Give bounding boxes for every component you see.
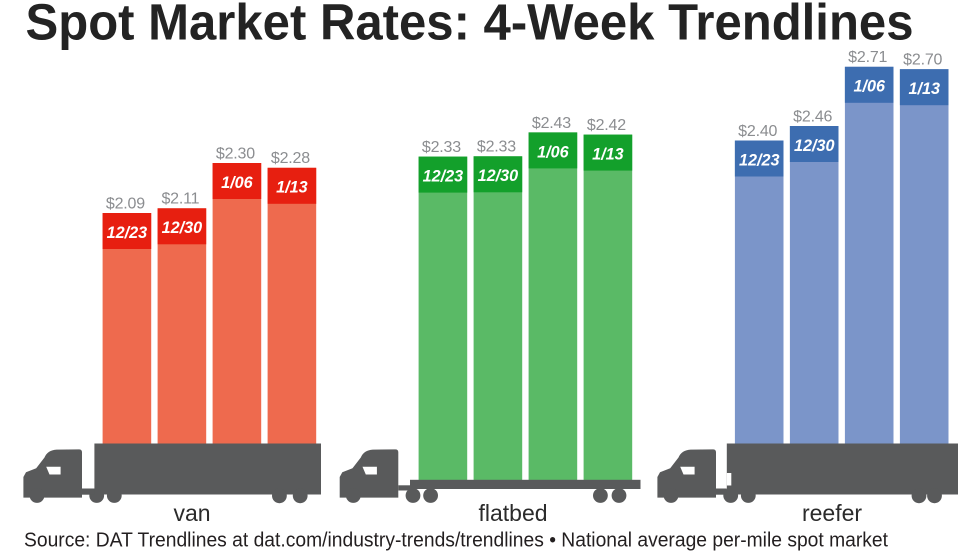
svg-text:1/13: 1/13 [908, 80, 940, 98]
svg-text:flatbed: flatbed [478, 500, 547, 526]
svg-text:$2.40: $2.40 [738, 123, 777, 140]
svg-text:$2.43: $2.43 [532, 115, 571, 132]
svg-text:12/30: 12/30 [794, 137, 835, 155]
svg-text:Spot Market Rates: 4-Week Tren: Spot Market Rates: 4-Week Trendlines [26, 0, 914, 51]
svg-text:reefer: reefer [802, 500, 862, 526]
svg-text:$2.71: $2.71 [848, 49, 887, 66]
svg-text:$2.11: $2.11 [161, 191, 199, 208]
svg-text:$2.28: $2.28 [271, 150, 310, 167]
svg-text:$2.42: $2.42 [587, 117, 626, 134]
svg-text:12/23: 12/23 [739, 151, 780, 169]
svg-text:1/13: 1/13 [276, 179, 308, 197]
svg-text:$2.70: $2.70 [903, 52, 942, 69]
svg-text:$2.46: $2.46 [793, 108, 832, 125]
svg-text:12/23: 12/23 [423, 168, 464, 186]
svg-text:1/06: 1/06 [537, 143, 570, 161]
svg-text:$2.09: $2.09 [106, 195, 145, 212]
svg-text:van: van [173, 500, 210, 526]
svg-text:Source: DAT Trendlines at dat.: Source: DAT Trendlines at dat.com/indust… [24, 529, 888, 552]
svg-text:$2.30: $2.30 [216, 145, 255, 162]
svg-text:12/30: 12/30 [478, 167, 519, 185]
svg-text:$2.33: $2.33 [422, 139, 461, 156]
svg-text:$2.33: $2.33 [477, 139, 516, 156]
svg-text:12/30: 12/30 [162, 219, 203, 237]
svg-text:12/23: 12/23 [107, 224, 148, 242]
svg-text:1/13: 1/13 [592, 146, 624, 164]
svg-text:1/06: 1/06 [221, 174, 254, 192]
svg-text:1/06: 1/06 [853, 78, 886, 96]
